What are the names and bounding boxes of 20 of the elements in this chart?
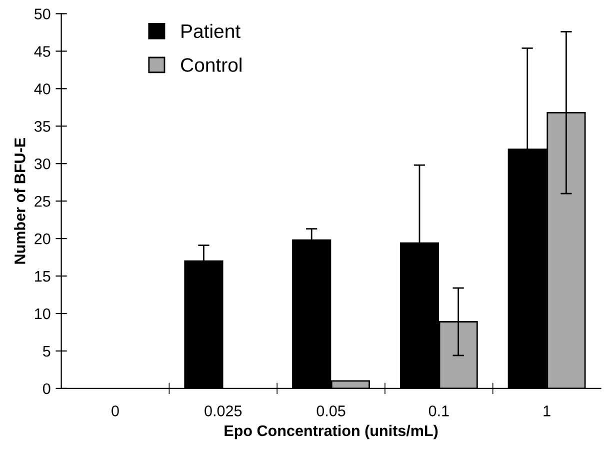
x-tick-label: 0.025: [204, 406, 242, 416]
y-tick-label: 25: [34, 196, 50, 207]
y-tick-label: 0: [42, 383, 50, 394]
x-tick-label: 0.1: [428, 406, 449, 416]
legend-label: Control: [181, 58, 242, 72]
y-tick-label: 40: [34, 84, 50, 94]
y-tick-label: 10: [35, 308, 50, 320]
legend-label: Patient: [182, 24, 240, 38]
y-tick-label: 20: [34, 233, 50, 244]
x-axis-title: Epo Concentration (units/mL): [224, 424, 438, 440]
x-tick-label: 0.05: [316, 406, 346, 416]
x-tick-label: 1: [544, 406, 550, 416]
y-tick-label: 45: [34, 46, 50, 57]
y-tick-label: 35: [34, 121, 50, 132]
y-tick-label: 5: [43, 346, 50, 357]
y-axis-title: Number of BFU-E: [14, 138, 26, 264]
y-tick-label: 30: [34, 158, 50, 170]
x-tick-label: 0: [112, 406, 119, 416]
y-tick-label: 15: [35, 271, 50, 282]
y-tick-label: 50: [34, 8, 50, 20]
